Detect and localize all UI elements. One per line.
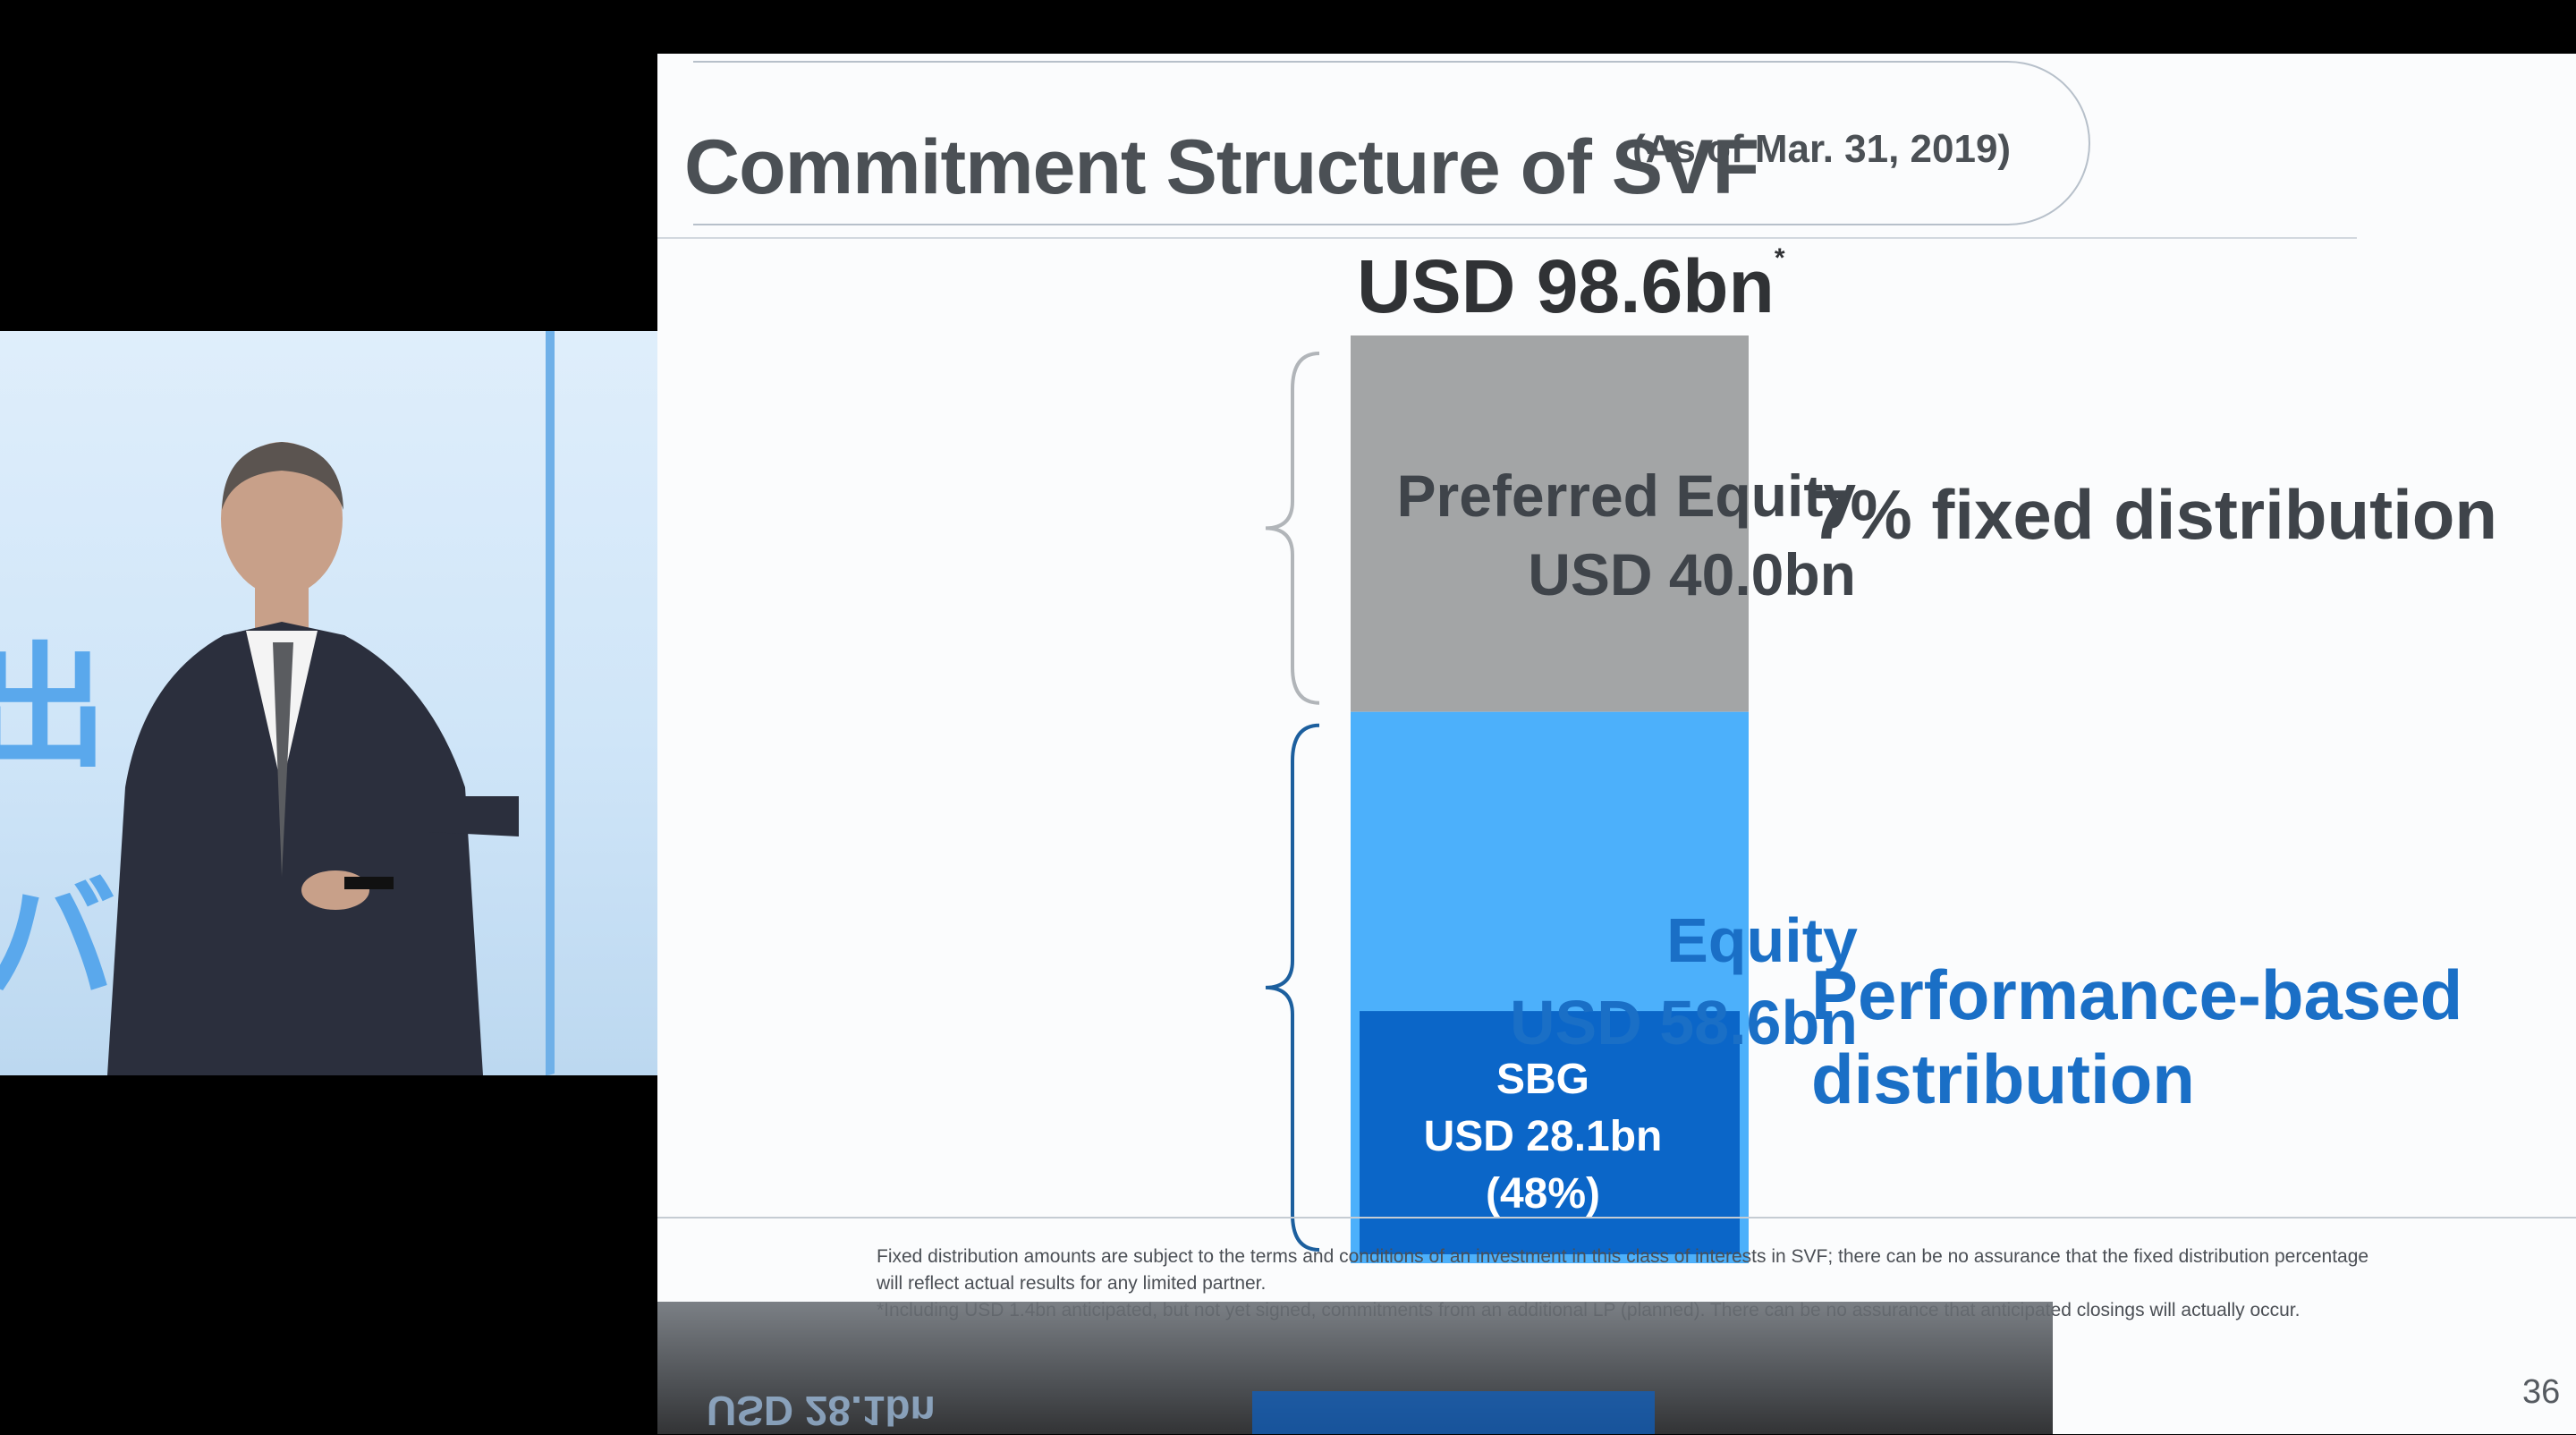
brace-equity (1265, 723, 1320, 1252)
background-glyph: バ (0, 863, 117, 1019)
slide-title: Commitment Structure of SVF (684, 124, 1759, 210)
title-divider (657, 237, 2357, 239)
performance-distribution-line-1: Performance-based (1811, 955, 2463, 1034)
stacked-bar-chart (1265, 335, 1749, 1263)
footnote-line: Fixed distribution amounts are subject t… (877, 1246, 2369, 1267)
performance-distribution-line-2: distribution (1811, 1040, 2195, 1118)
background-stroke (546, 331, 567, 1075)
equity-value: USD 58.6bn (1510, 988, 1858, 1057)
footnote-line: will reflect actual results for any limi… (877, 1273, 1267, 1294)
preferred-equity-value: USD 40.0bn (1528, 541, 1856, 607)
preferred-equity-name: Preferred Equity (1396, 463, 1857, 529)
sbg-name: SBG (1496, 1056, 1589, 1103)
slide-subtitle: (As of Mar. 31, 2019) (1632, 127, 2012, 171)
total-footnote-marker: * (1774, 243, 1785, 273)
sbg-segment-label: SBG USD 28.1bn (48%) (1355, 1051, 1731, 1223)
footer-divider (657, 1217, 2576, 1218)
sbg-value: USD 28.1bn (1423, 1113, 1663, 1160)
chart-total-label: USD 98.6bn* (1357, 243, 1785, 330)
presentation-slide: Commitment Structure of SVF (As of Mar. … (657, 54, 2576, 1434)
equity-name: Equity (1666, 905, 1858, 975)
bar-segment-preferred-equity (1351, 335, 1749, 712)
speaker-video-panel: 出 バ (0, 331, 662, 1075)
bar-segment-sbg (1360, 1011, 1740, 1254)
brace-preferred-equity (1265, 352, 1320, 705)
total-value: USD 98.6bn (1357, 244, 1775, 328)
background-glyph: 出 (0, 631, 108, 786)
reflection-bar (1252, 1391, 1655, 1434)
preferred-equity-label: Preferred Equity USD 40.0bn (765, 456, 1857, 614)
page-number: 36 (2522, 1373, 2561, 1411)
sbg-share: (48%) (1485, 1170, 1601, 1218)
speaker-figure (107, 442, 519, 1075)
reflection-text: USD 28.1bn (707, 1388, 936, 1434)
equity-label: Equity USD 58.6bn (765, 899, 1858, 1064)
performance-distribution-annotation: Performance-based distribution (1811, 953, 2462, 1121)
fixed-distribution-annotation: 7% fixed distribution (1811, 475, 2498, 554)
title-frame (693, 61, 2090, 225)
